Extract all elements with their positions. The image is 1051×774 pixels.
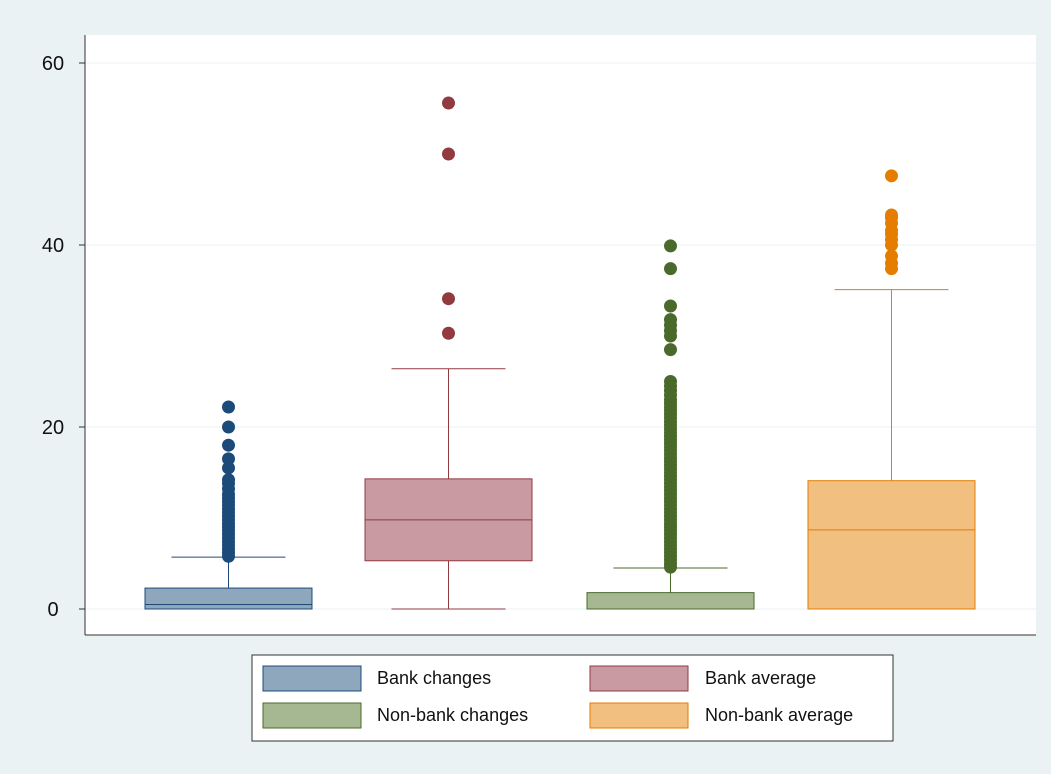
iqr-box <box>586 592 755 610</box>
outlier-point <box>664 343 677 357</box>
outlier-point <box>222 400 235 414</box>
outlier-point <box>885 169 898 183</box>
iqr-box <box>807 480 976 610</box>
outlier-point <box>885 208 898 222</box>
outlier-point <box>442 292 455 306</box>
legend-label: Non-bank average <box>705 705 853 725</box>
y-tick-label: 40 <box>42 235 64 257</box>
outlier-point <box>222 461 235 475</box>
legend-label: Bank average <box>705 668 816 688</box>
legend-swatch <box>262 702 362 729</box>
legend: Bank changes Bank average Non-bank changes… <box>251 654 894 742</box>
legend-item: Non-bank average <box>589 702 853 729</box>
boxes <box>144 96 976 610</box>
outlier-point <box>664 239 677 253</box>
y-tick-label: 60 <box>42 53 64 75</box>
outlier-point <box>664 375 677 388</box>
outlier-point <box>664 262 677 276</box>
legend-label: Bank changes <box>377 668 491 688</box>
legend-item: Non-bank changes <box>262 702 528 729</box>
outlier-point <box>442 96 455 110</box>
legend-swatch <box>589 702 689 729</box>
box-non-bank-average <box>807 169 976 610</box>
y-tick-label: 20 <box>42 417 64 439</box>
outlier-point <box>222 473 235 487</box>
box-bank-changes <box>144 400 313 610</box>
legend-item: Bank average <box>589 665 816 692</box>
outlier-point <box>222 438 235 452</box>
y-tick-label: 0 <box>47 599 58 621</box>
outlier-point <box>885 249 898 263</box>
box-bank-average <box>364 96 533 610</box>
outlier-point <box>664 313 677 327</box>
outlier-point <box>222 452 235 466</box>
outlier-point <box>442 326 455 340</box>
legend-swatch <box>589 665 689 692</box>
legend-label: Non-bank changes <box>377 705 528 725</box>
outlier-point <box>664 299 677 313</box>
legend-item: Bank changes <box>262 665 491 692</box>
outlier-point <box>222 420 235 434</box>
iqr-box <box>144 587 313 610</box>
legend-swatch <box>262 665 362 692</box>
outlier-point <box>442 147 455 161</box>
y-axis: 0 20 40 60 <box>42 35 1036 636</box>
box-non-bank-changes <box>586 239 755 610</box>
